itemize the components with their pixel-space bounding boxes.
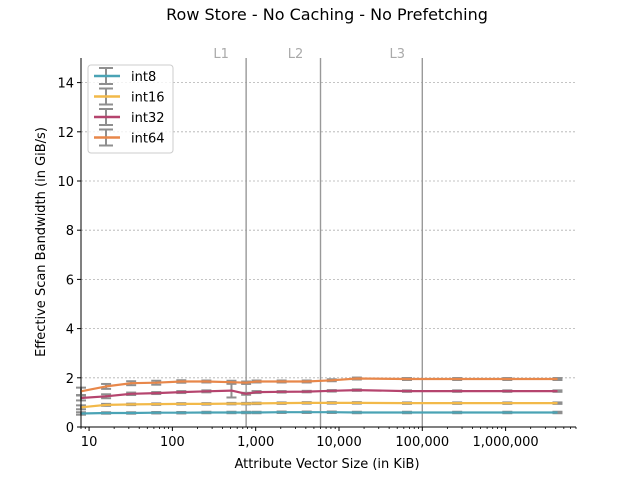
legend-label: int16 <box>131 91 165 106</box>
series-int16 <box>76 401 563 411</box>
y-tick-label: 6 <box>66 273 74 288</box>
series-layer <box>76 376 563 416</box>
series-int8 <box>76 410 563 416</box>
cache-label-l3: L3 <box>390 47 406 62</box>
tick-labels: 0 2 4 6 8 10 12 14 10 100 1,000 10,000 100,000 1,000,… <box>57 77 577 450</box>
x-tick-label: 1,000,000 <box>473 435 539 450</box>
x-tick-label: 100 <box>160 435 185 450</box>
cache-level-markers: L1 L2 L3 <box>213 47 423 427</box>
cache-label-l2: L2 <box>288 47 304 62</box>
series-line-int32 <box>80 389 558 400</box>
y-tick-label: 4 <box>66 323 74 338</box>
series-line-int64 <box>80 377 558 393</box>
series-int64 <box>76 376 563 397</box>
legend-item-int32: int32 <box>94 108 165 126</box>
legend-item-int64: int64 <box>94 128 165 147</box>
legend-item-int16: int16 <box>94 87 165 106</box>
x-tick-label: 1,000 <box>237 435 274 450</box>
x-tick-label: 100,000 <box>395 435 449 450</box>
y-tick-label: 2 <box>66 372 74 387</box>
series-line-int8 <box>80 411 558 415</box>
legend-item-int8: int8 <box>94 67 156 85</box>
cache-label-l1: L1 <box>213 47 229 62</box>
legend: int8 int16 int32 int64 <box>87 64 174 154</box>
x-tick-label: 10,000 <box>316 435 362 450</box>
legend-label: int8 <box>131 70 156 85</box>
x-tick-label: 10 <box>81 435 98 450</box>
series-line-int16 <box>80 401 558 409</box>
y-tick-label: 14 <box>57 77 74 92</box>
y-tick-label: 12 <box>57 126 74 141</box>
y-tick-label: 10 <box>57 175 74 190</box>
y-tick-label: 8 <box>66 224 74 239</box>
y-axis-label: Effective Scan Bandwidth (in GiB/s) <box>34 127 49 357</box>
chart-title: Row Store - No Caching - No Prefetching <box>166 5 488 24</box>
legend-box <box>87 64 174 154</box>
grid <box>81 82 576 379</box>
legend-label: int32 <box>131 111 165 126</box>
series-int32 <box>76 382 563 402</box>
x-axis-label: Attribute Vector Size (in KiB) <box>234 457 419 472</box>
y-tick-label: 0 <box>66 421 74 436</box>
axes <box>80 58 576 428</box>
legend-label: int64 <box>131 132 165 147</box>
